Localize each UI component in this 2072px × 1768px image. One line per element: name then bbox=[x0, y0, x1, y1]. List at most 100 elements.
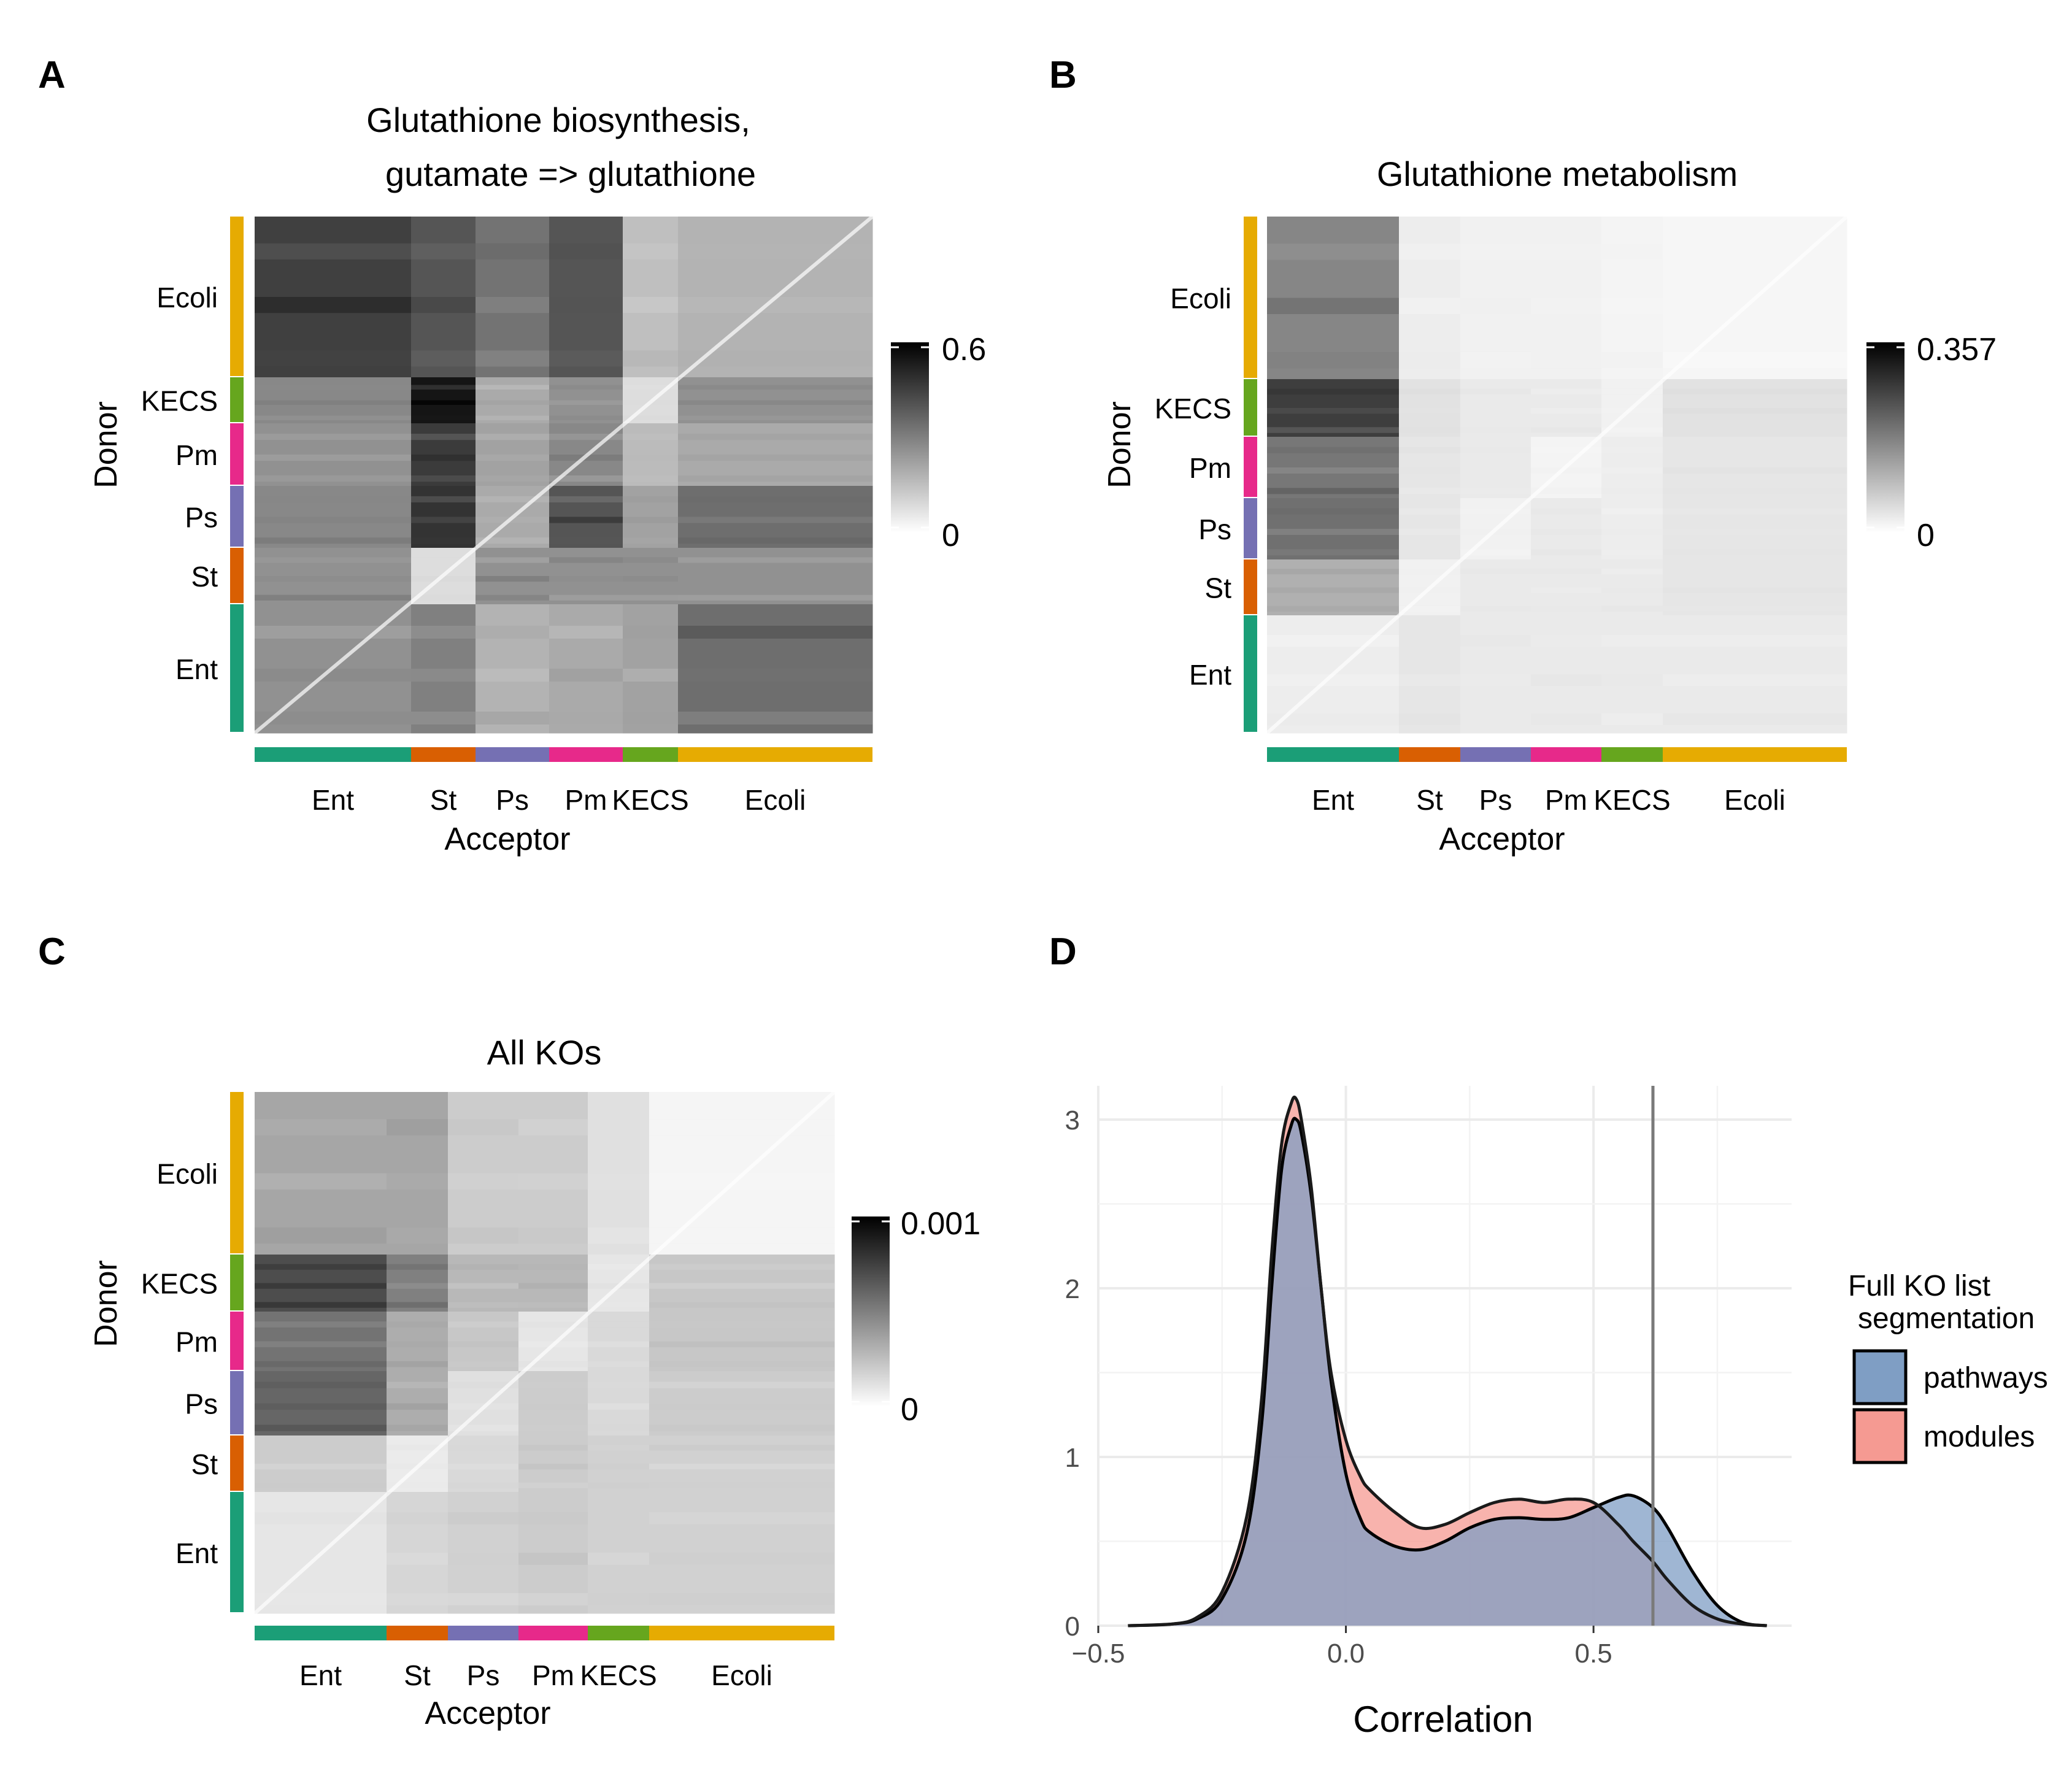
heatmap-cell-texture bbox=[476, 350, 549, 367]
heatmap-cell-texture bbox=[1601, 298, 1663, 314]
density-line-pathways bbox=[1128, 1117, 1767, 1628]
heatmap-cell-texture bbox=[623, 626, 678, 639]
heatmap-cell-texture bbox=[649, 1119, 834, 1136]
heatmap-cell-texture bbox=[255, 1341, 387, 1348]
acceptor-tick-label: Ent bbox=[299, 1659, 342, 1691]
heatmap-cell-texture bbox=[255, 1593, 387, 1605]
heatmap-cell-texture bbox=[255, 434, 411, 440]
heatmap-cell-texture bbox=[1601, 352, 1663, 369]
heatmap-cell-texture bbox=[623, 669, 678, 682]
heatmap-cell-texture bbox=[448, 1445, 518, 1451]
acceptor-tick-label: Ecoli bbox=[745, 784, 806, 816]
heatmap-cell-texture bbox=[1460, 488, 1531, 494]
heatmap-cell-texture bbox=[1663, 467, 1847, 474]
heatmap-cell-texture bbox=[1460, 508, 1531, 515]
panel-d-legend-title-line1: Full KO list bbox=[1848, 1270, 1990, 1302]
heatmap-cell-texture bbox=[255, 1553, 387, 1565]
heatmap-cell-texture bbox=[518, 1227, 588, 1244]
heatmap-cell-texture bbox=[623, 712, 678, 724]
heatmap-cell-texture bbox=[678, 576, 872, 582]
heatmap-cell-texture bbox=[549, 243, 623, 259]
heatmap-cell-texture bbox=[1601, 713, 1663, 726]
heatmap-cell-texture bbox=[518, 1445, 588, 1451]
y-tick-label: 2 bbox=[1065, 1274, 1080, 1304]
heatmap-cell-texture bbox=[411, 434, 476, 440]
heatmap-cell-texture bbox=[1601, 508, 1663, 515]
heatmap-cell-texture bbox=[588, 1264, 649, 1270]
heatmap-cell-texture bbox=[1531, 298, 1601, 314]
heatmap-cell-texture bbox=[476, 669, 549, 682]
heatmap-cell-texture bbox=[411, 557, 476, 563]
heatmap-cell-texture bbox=[1460, 635, 1531, 647]
density-area-pathways bbox=[1128, 1118, 1767, 1626]
acceptor-tick-label: Ent bbox=[312, 784, 354, 816]
heatmap-cell-texture bbox=[1531, 352, 1601, 369]
heatmap-cell-texture bbox=[411, 455, 476, 461]
heatmap-cell-texture bbox=[1663, 488, 1847, 494]
heatmap-cell-texture bbox=[678, 594, 872, 601]
heatmap-cell-texture bbox=[448, 1173, 518, 1190]
heatmap-cell-texture bbox=[1601, 427, 1663, 433]
heatmap-cell-texture bbox=[1399, 488, 1460, 494]
heatmap-cell-texture bbox=[476, 594, 549, 601]
heatmap-cell-texture bbox=[1601, 529, 1663, 535]
heatmap-cell-texture bbox=[255, 455, 411, 461]
donor-bar-ent bbox=[230, 1492, 244, 1612]
donor-tick-label: Ecoli bbox=[156, 1158, 218, 1190]
donor-tick-label: Pm bbox=[1189, 452, 1231, 484]
heatmap-cell-texture bbox=[255, 517, 411, 523]
heatmap-cell-texture bbox=[1663, 569, 1847, 575]
heatmap-cell-texture bbox=[1460, 352, 1531, 369]
donor-bar-ps bbox=[1244, 498, 1257, 558]
heatmap-cell-texture bbox=[518, 1403, 588, 1410]
heatmap-cell-texture bbox=[623, 475, 678, 482]
heatmap-cell-texture bbox=[255, 557, 411, 563]
donor-tick-label: KECS bbox=[141, 385, 218, 417]
heatmap-cell-texture bbox=[255, 712, 411, 724]
acceptor-bar-kecs bbox=[623, 747, 678, 762]
heatmap-cell-texture bbox=[549, 576, 623, 582]
heatmap-cell-texture bbox=[255, 400, 411, 405]
heatmap-cell-texture bbox=[588, 1173, 649, 1190]
heatmap-cell-texture bbox=[448, 1302, 518, 1308]
panel-letter-a: A bbox=[38, 54, 66, 96]
legend-swatch-modules bbox=[1852, 1408, 1908, 1464]
heatmap-cell-texture bbox=[1531, 388, 1601, 395]
donor-bar-ecoli bbox=[1244, 217, 1257, 378]
heatmap-cell-texture bbox=[255, 1361, 387, 1367]
heatmap-cell-texture bbox=[649, 1482, 834, 1488]
heatmap-cell-texture bbox=[387, 1341, 448, 1348]
heatmap-cell-texture bbox=[255, 1321, 387, 1328]
panel-letter-c: C bbox=[38, 931, 66, 973]
heatmap-cell-texture bbox=[1399, 529, 1460, 535]
donor-tick-label: Ent bbox=[175, 653, 218, 685]
heatmap-cell-texture bbox=[649, 1321, 834, 1328]
panel-b-legend-min: 0 bbox=[1917, 518, 1935, 553]
heatmap-cell-texture bbox=[1460, 388, 1531, 395]
heatmap-cell-texture bbox=[678, 669, 872, 682]
heatmap-cell-texture bbox=[678, 557, 872, 563]
heatmap-cell-texture bbox=[1267, 635, 1399, 647]
heatmap-cell-texture bbox=[649, 1302, 834, 1308]
heatmap-cell-texture bbox=[678, 434, 872, 440]
heatmap-cell-texture bbox=[411, 537, 476, 544]
panel-b-xlabel: Acceptor bbox=[1439, 821, 1565, 857]
heatmap-cell-texture bbox=[623, 455, 678, 461]
heatmap-cell-texture bbox=[1663, 587, 1847, 593]
heatmap-cell-texture bbox=[255, 1445, 387, 1451]
heatmap-cell-texture bbox=[549, 557, 623, 563]
heatmap-cell-texture bbox=[588, 1321, 649, 1328]
density-plot: −0.5 0.0 0.5 0 1 2 3 bbox=[1065, 1086, 1792, 1669]
heatmap-cell-texture bbox=[387, 1283, 448, 1289]
heatmap-cell-texture bbox=[1663, 605, 1847, 612]
heatmap-cell-texture bbox=[588, 1464, 649, 1470]
heatmap-cell-texture bbox=[1399, 352, 1460, 369]
acceptor-tick-label: Ecoli bbox=[1724, 784, 1785, 816]
heatmap-cell-texture bbox=[1267, 569, 1399, 575]
heatmap-cell-texture bbox=[255, 496, 411, 502]
heatmap-cell-texture bbox=[549, 385, 623, 390]
heatmap-cell-texture bbox=[623, 415, 678, 420]
heatmap-cell-texture bbox=[1267, 467, 1399, 474]
donor-bar-ps bbox=[230, 1371, 244, 1434]
